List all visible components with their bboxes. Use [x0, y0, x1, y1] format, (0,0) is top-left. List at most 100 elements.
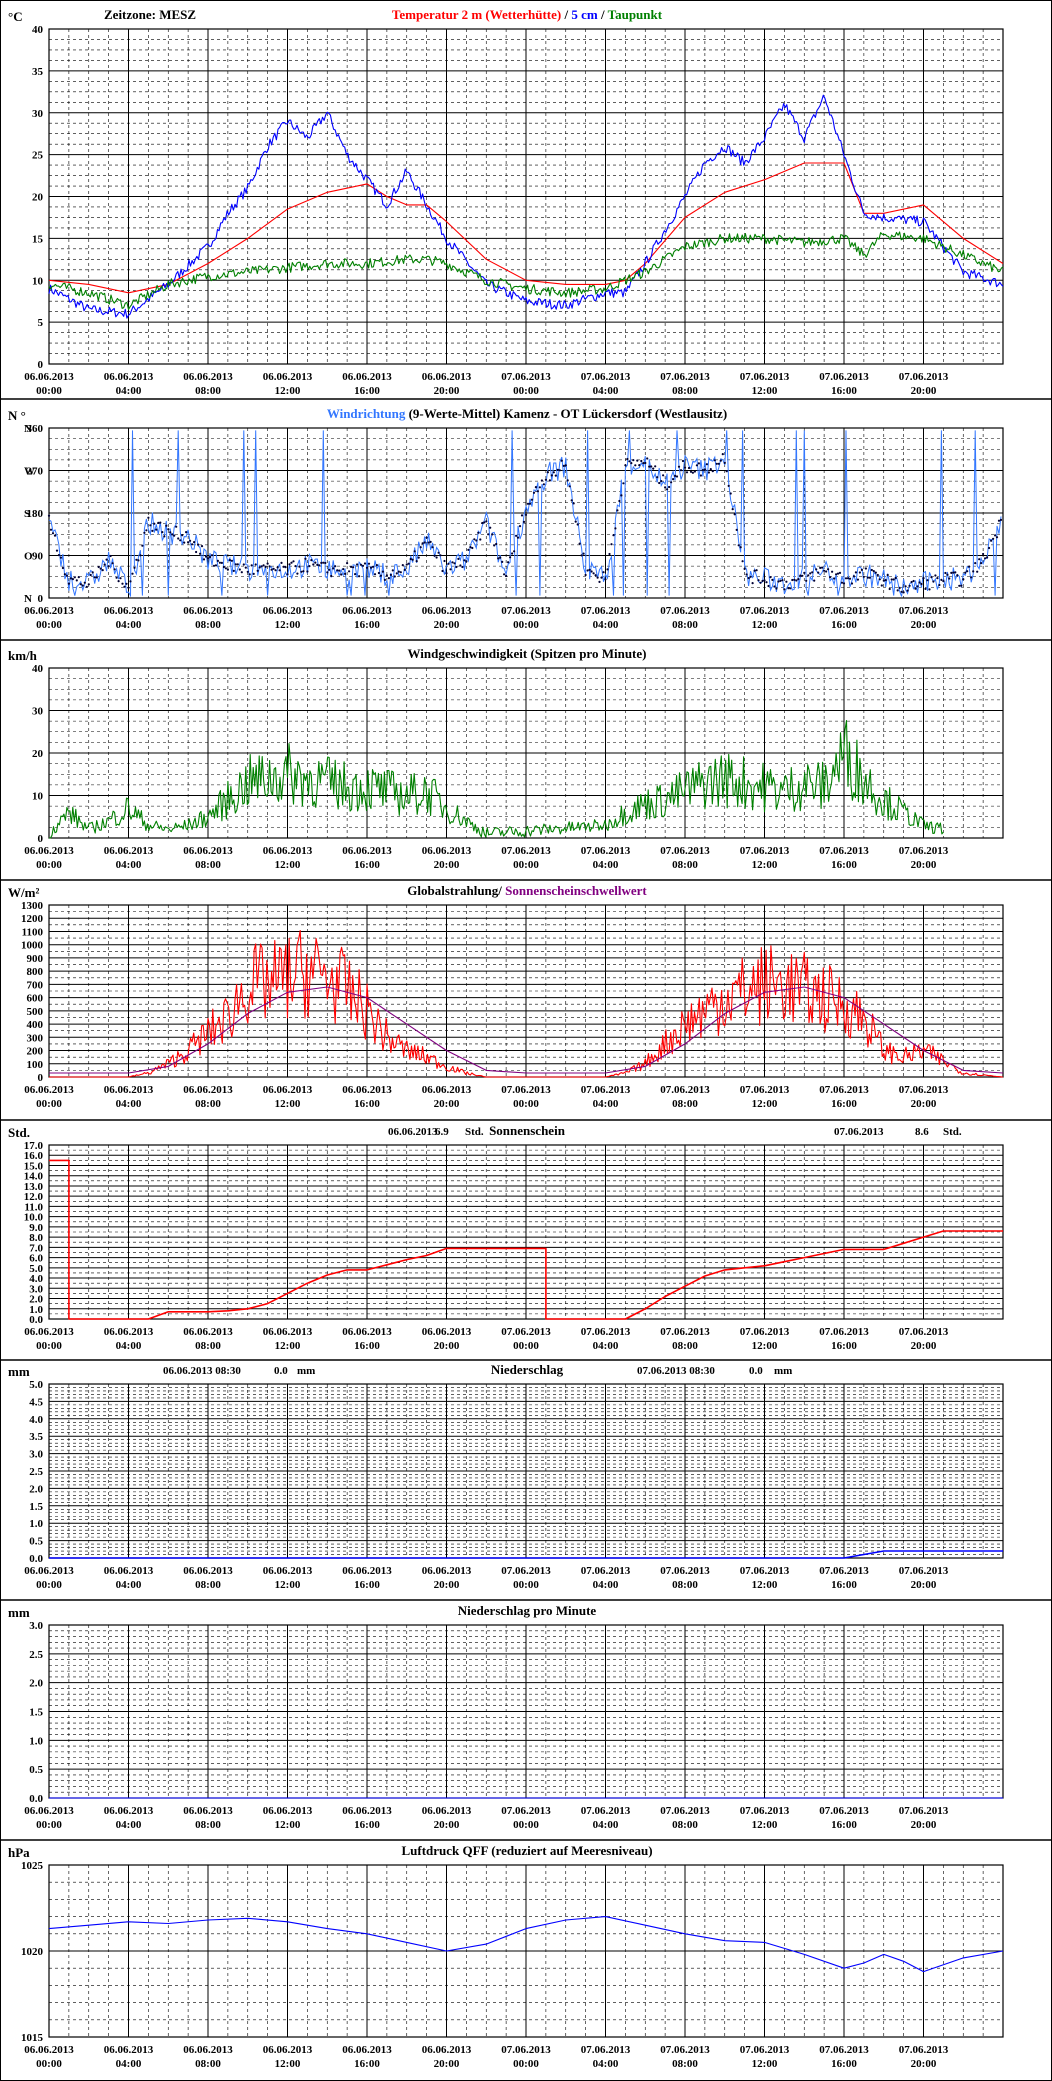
- series-point: [677, 465, 681, 468]
- series-point: [280, 561, 283, 565]
- plot-frame: [48, 28, 1004, 365]
- x-tick-time: 04:00: [116, 1819, 142, 1831]
- y-tick-label: 12.0: [24, 1191, 44, 1203]
- series-point: [982, 552, 985, 556]
- series-point: [932, 580, 935, 583]
- series-point: [346, 562, 349, 565]
- x-tick-date: 06.06.2013: [263, 845, 313, 857]
- series-point: [312, 563, 315, 566]
- x-tick-time: 04:00: [593, 619, 619, 631]
- x-tick-date: 06.06.2013: [104, 1565, 154, 1577]
- y-tick-label: 0.0: [29, 1553, 43, 1565]
- x-tick-time: 00:00: [513, 859, 539, 871]
- series-point: [656, 476, 659, 479]
- x-tick-time: 12:00: [275, 1579, 301, 1591]
- panel-title: Temperatur 2 m (Wetterhütte) / 5 cm / Ta…: [392, 7, 663, 22]
- series-point: [572, 502, 575, 505]
- series-point: [516, 536, 520, 539]
- x-tick-time: 08:00: [672, 1579, 698, 1591]
- series-point: [131, 572, 134, 575]
- series-point: [781, 579, 784, 582]
- y-unit-label: km/h: [8, 648, 38, 663]
- series-point: [85, 585, 88, 588]
- x-tick-date: 06.06.2013: [183, 1326, 233, 1338]
- series-point: [497, 557, 500, 560]
- series-point: [232, 569, 235, 573]
- series-point: [807, 574, 810, 577]
- series-point: [405, 563, 408, 566]
- day2-date: 07.06.2013: [834, 1126, 884, 1138]
- series-point: [654, 465, 657, 468]
- series-point: [821, 566, 824, 569]
- y-tick-label: 5.0: [29, 1379, 43, 1391]
- series-point: [415, 560, 418, 563]
- series-point: [316, 563, 319, 567]
- series-line: [48, 231, 1004, 311]
- series-point: [445, 572, 448, 575]
- day2-value: 8.6: [915, 1126, 929, 1138]
- x-tick-date: 07.06.2013: [899, 605, 949, 617]
- series-point: [846, 577, 850, 580]
- series-point: [552, 471, 555, 474]
- series-point: [952, 571, 955, 574]
- series-point: [381, 570, 384, 573]
- x-tick-date: 07.06.2013: [581, 1326, 631, 1338]
- series-point: [793, 578, 796, 581]
- y-tick-label: 3.5: [29, 1431, 43, 1443]
- series-point: [801, 574, 804, 577]
- series-point: [53, 534, 57, 537]
- series-point: [383, 578, 386, 582]
- series-point: [674, 474, 677, 477]
- series-point: [538, 486, 542, 489]
- y-tick-label: 35: [32, 66, 44, 78]
- series-point: [528, 502, 532, 505]
- x-tick-time: 16:00: [831, 859, 857, 871]
- series-point: [127, 586, 130, 589]
- series-point: [202, 558, 206, 561]
- series-point: [67, 582, 70, 585]
- x-tick-date: 06.06.2013: [263, 1084, 313, 1096]
- series-point: [709, 468, 712, 471]
- x-tick-time: 12:00: [275, 619, 301, 631]
- x-tick-time: 00:00: [36, 1579, 62, 1591]
- y-tick-label: 1015: [21, 2032, 44, 2044]
- series-point: [840, 581, 844, 584]
- series-point: [672, 478, 675, 481]
- series-point: [779, 579, 782, 583]
- series-point: [171, 533, 174, 536]
- y-tick-label: 360: [27, 423, 44, 435]
- series-point: [55, 549, 59, 552]
- x-tick-date: 06.06.2013: [183, 1084, 233, 1096]
- series-point: [340, 573, 343, 576]
- y-tick-label: 1.0: [29, 1304, 43, 1316]
- y-direction-label: S: [24, 508, 30, 520]
- x-tick-time: 16:00: [831, 1340, 857, 1352]
- x-tick-date: 07.06.2013: [819, 845, 869, 857]
- y-tick-label: 0.0: [29, 1314, 43, 1326]
- series-point: [425, 536, 428, 539]
- x-tick-date: 06.06.2013: [104, 371, 154, 383]
- x-tick-time: 12:00: [275, 1340, 301, 1352]
- title-part: Sonnenscheinschwellwert: [505, 883, 647, 898]
- series-point: [532, 491, 536, 494]
- series-point: [499, 556, 502, 559]
- y-tick-label: 15.0: [24, 1160, 44, 1172]
- series-point: [308, 565, 311, 568]
- series-line: [49, 986, 1004, 1074]
- x-tick-date: 06.06.2013: [183, 1805, 233, 1817]
- series-point: [896, 589, 899, 592]
- series-point: [503, 573, 506, 576]
- series-point: [73, 576, 76, 579]
- series-point: [548, 479, 552, 482]
- series-line: [49, 1550, 1003, 1559]
- series-point: [105, 558, 108, 561]
- day2-value: 0.0: [749, 1365, 763, 1377]
- series-point: [65, 574, 68, 577]
- y-tick-label: 40: [32, 24, 44, 36]
- x-tick-date: 07.06.2013: [819, 371, 869, 383]
- series-point: [658, 481, 661, 485]
- x-tick-date: 07.06.2013: [819, 1805, 869, 1817]
- series-point: [900, 590, 903, 593]
- series-point: [139, 554, 142, 557]
- x-tick-time: 12:00: [275, 2058, 301, 2070]
